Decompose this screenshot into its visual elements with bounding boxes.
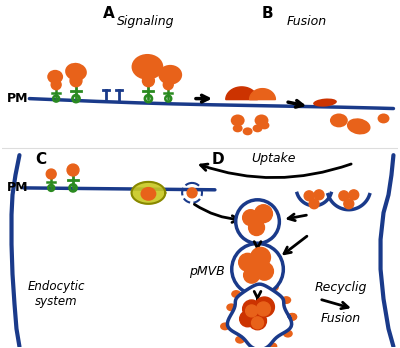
- Circle shape: [142, 75, 154, 87]
- Circle shape: [239, 253, 256, 271]
- Circle shape: [70, 75, 82, 87]
- Text: PM: PM: [6, 181, 28, 195]
- Ellipse shape: [283, 330, 293, 338]
- Circle shape: [254, 297, 274, 317]
- Ellipse shape: [243, 127, 252, 135]
- Ellipse shape: [235, 336, 245, 344]
- Ellipse shape: [269, 283, 279, 291]
- Ellipse shape: [250, 278, 260, 286]
- Circle shape: [187, 188, 197, 198]
- Ellipse shape: [220, 322, 230, 330]
- Circle shape: [314, 190, 324, 200]
- Circle shape: [243, 300, 260, 318]
- Circle shape: [254, 205, 272, 223]
- Ellipse shape: [287, 313, 297, 321]
- Circle shape: [252, 317, 264, 329]
- Ellipse shape: [140, 187, 156, 201]
- Text: Recyclig: Recyclig: [315, 280, 367, 294]
- Text: PM: PM: [6, 92, 28, 105]
- Circle shape: [349, 190, 359, 200]
- Ellipse shape: [47, 70, 63, 84]
- Ellipse shape: [233, 124, 243, 132]
- Text: C: C: [36, 152, 47, 167]
- Ellipse shape: [281, 296, 291, 304]
- Text: Fusion: Fusion: [321, 313, 361, 325]
- Text: Endocytic
system: Endocytic system: [28, 280, 85, 308]
- Circle shape: [256, 302, 270, 316]
- Circle shape: [46, 169, 56, 179]
- Ellipse shape: [260, 121, 270, 129]
- Circle shape: [236, 200, 279, 244]
- Circle shape: [339, 191, 349, 201]
- Ellipse shape: [158, 65, 182, 85]
- Ellipse shape: [287, 313, 297, 321]
- Ellipse shape: [226, 303, 236, 311]
- Text: Fusion: Fusion: [287, 15, 327, 28]
- Ellipse shape: [330, 113, 348, 127]
- Text: Uptake: Uptake: [252, 152, 296, 165]
- Circle shape: [304, 191, 314, 201]
- Polygon shape: [132, 182, 165, 204]
- Circle shape: [240, 311, 256, 327]
- Text: Signaling: Signaling: [117, 15, 174, 28]
- Polygon shape: [228, 284, 292, 348]
- Ellipse shape: [231, 114, 245, 126]
- Circle shape: [243, 210, 258, 226]
- Circle shape: [309, 199, 319, 209]
- Circle shape: [246, 305, 258, 317]
- Circle shape: [163, 80, 173, 90]
- Ellipse shape: [250, 347, 260, 348]
- Text: D: D: [212, 152, 224, 167]
- Polygon shape: [250, 89, 275, 100]
- Ellipse shape: [268, 342, 277, 348]
- Ellipse shape: [65, 63, 87, 81]
- Ellipse shape: [252, 124, 262, 132]
- Circle shape: [232, 244, 283, 295]
- Circle shape: [344, 199, 354, 209]
- Ellipse shape: [313, 98, 337, 106]
- Circle shape: [51, 80, 61, 90]
- Circle shape: [244, 267, 260, 283]
- Circle shape: [67, 164, 79, 176]
- Circle shape: [256, 262, 274, 280]
- Text: A: A: [103, 6, 115, 21]
- Ellipse shape: [347, 118, 370, 134]
- Ellipse shape: [378, 113, 390, 124]
- Ellipse shape: [231, 290, 241, 298]
- Text: B: B: [262, 6, 273, 21]
- Ellipse shape: [132, 54, 163, 80]
- Circle shape: [249, 258, 262, 272]
- Circle shape: [250, 247, 270, 267]
- Text: pMVB: pMVB: [189, 265, 225, 278]
- Circle shape: [249, 220, 264, 236]
- Circle shape: [249, 312, 266, 330]
- Polygon shape: [226, 87, 258, 100]
- Ellipse shape: [254, 114, 268, 126]
